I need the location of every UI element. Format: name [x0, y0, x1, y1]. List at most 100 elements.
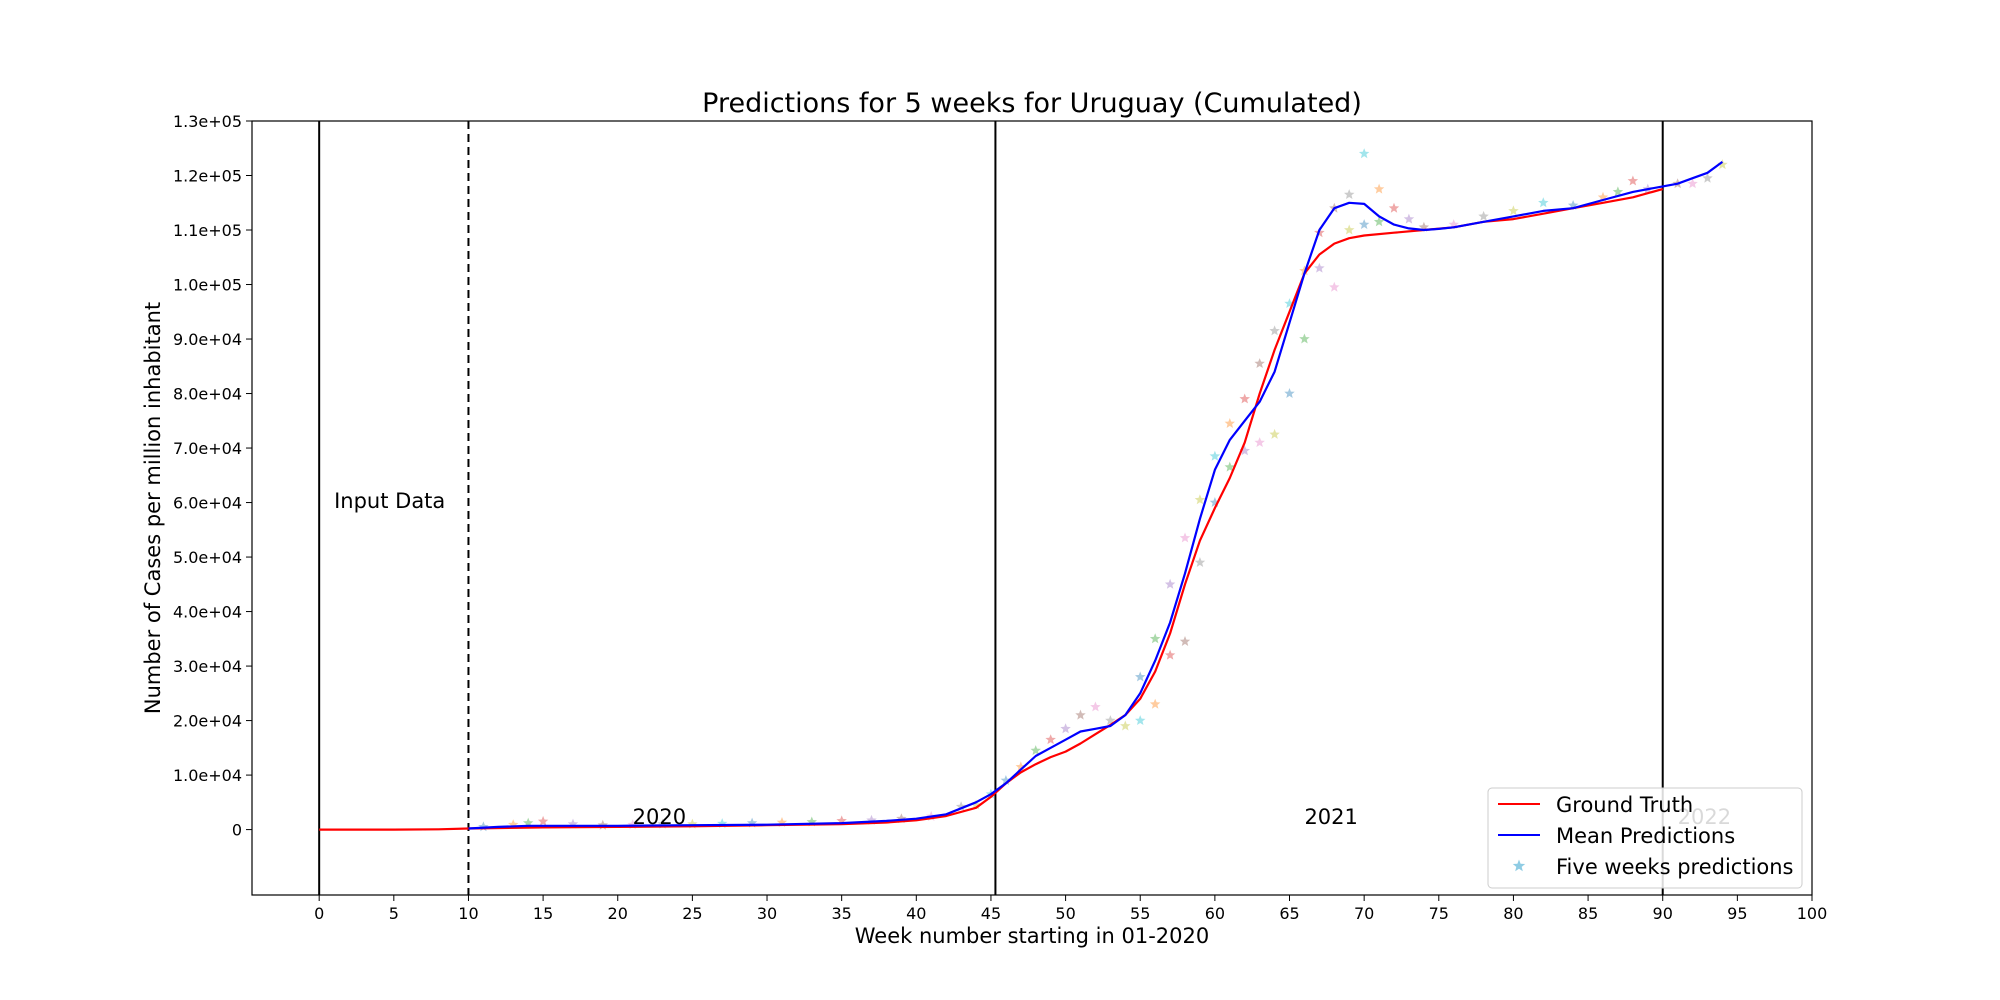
legend-box	[1487, 787, 1803, 889]
x-tick-label: 40	[906, 904, 926, 923]
prediction-star	[1164, 649, 1176, 660]
legend-label-mean-predictions: Mean Predictions	[1556, 824, 1735, 848]
x-tick-label: 30	[757, 904, 777, 923]
prediction-star	[1179, 532, 1191, 543]
prediction-star	[1254, 358, 1265, 368]
prediction-star	[1284, 298, 1295, 308]
x-tick-label: 15	[533, 904, 553, 923]
x-tick-label: 55	[1130, 904, 1150, 923]
y-tick-label: 3.0e+04	[173, 657, 242, 676]
prediction-star	[1314, 262, 1325, 273]
prediction-star	[1344, 189, 1355, 199]
x-axis-label: Week number starting in 01-2020	[855, 924, 1209, 948]
prediction-star	[1373, 216, 1385, 227]
prediction-star	[836, 815, 847, 826]
prediction-star	[1149, 633, 1161, 644]
y-tick-label: 0	[232, 821, 242, 840]
x-tick-label: 90	[1653, 904, 1673, 923]
y-tick-label: 8.0e+04	[173, 385, 242, 404]
prediction-star	[955, 801, 967, 812]
prediction-star	[1224, 418, 1235, 428]
legend-label-five-weeks: Five weeks predictions	[1556, 855, 1794, 879]
x-tick-label: 5	[389, 904, 399, 923]
prediction-star	[1015, 761, 1026, 772]
prediction-star	[508, 819, 519, 830]
prediction-star	[1239, 445, 1250, 456]
prediction-star	[1135, 671, 1146, 682]
x-tick-label: 50	[1055, 904, 1075, 923]
prediction-star	[1612, 186, 1624, 197]
y-tick-label: 2.0e+04	[173, 712, 242, 731]
y-tick-label: 4.0e+04	[173, 603, 242, 622]
prediction-star	[1060, 723, 1071, 734]
prediction-star	[1508, 205, 1519, 216]
y-tick-label: 9.0e+04	[173, 330, 242, 349]
prediction-star	[1538, 197, 1549, 208]
chart-title: Predictions for 5 weeks for Uruguay (Cum…	[702, 88, 1362, 119]
y-tick-label: 5.0e+04	[173, 548, 242, 567]
prediction-star	[1209, 450, 1221, 461]
prediction-star	[1388, 202, 1400, 213]
prediction-star	[717, 818, 728, 828]
prediction-star	[1075, 709, 1086, 720]
x-tick-label: 0	[314, 904, 324, 923]
x-tick-label: 60	[1205, 904, 1225, 923]
x-tick-label: 100	[1797, 904, 1828, 923]
prediction-star	[478, 821, 489, 832]
prediction-star	[1179, 636, 1191, 646]
y-tick-label: 1.0e+04	[173, 766, 242, 785]
annotation-input-data: Input Data	[334, 489, 445, 513]
series-line-mean-predictions	[468, 161, 1724, 830]
prediction-star	[1284, 388, 1295, 398]
y-axis-label: Number of Cases per million inhabitant	[141, 302, 165, 714]
prediction-star	[1567, 200, 1579, 210]
x-tick-label: 25	[682, 904, 702, 923]
prediction-star	[1149, 698, 1161, 709]
y-tick-label: 6.0e+04	[173, 494, 242, 513]
prediction-star	[806, 816, 817, 827]
y-tick-label: 7.0e+04	[173, 439, 242, 458]
prediction-star	[1358, 148, 1370, 159]
y-tick-label: 1.3e+05	[173, 112, 242, 131]
y-tick-label: 1.0e+05	[173, 276, 242, 295]
y-tick-label: 1.1e+05	[173, 221, 242, 240]
x-tick-label: 70	[1354, 904, 1374, 923]
prediction-star	[1090, 701, 1101, 712]
prediction-star	[1373, 183, 1385, 194]
plot-frame	[251, 120, 1813, 896]
prediction-star	[1030, 745, 1041, 755]
x-tick-label: 65	[1279, 904, 1299, 923]
annotation-2021: 2021	[1304, 805, 1357, 829]
prediction-star	[1627, 175, 1639, 186]
prediction-star	[1418, 221, 1430, 232]
y-tick-label: 1.2e+05	[173, 167, 242, 186]
prediction-star	[1403, 213, 1415, 224]
plot-content	[318, 121, 1728, 895]
prediction-star	[1254, 437, 1265, 447]
prediction-star	[1597, 191, 1609, 202]
prediction-star	[1120, 720, 1131, 731]
prediction-star	[1194, 494, 1206, 505]
prediction-star	[776, 817, 788, 827]
prediction-star	[1717, 159, 1728, 170]
prediction-star	[1045, 734, 1056, 745]
prediction-star	[1135, 715, 1146, 725]
prediction-star	[1164, 578, 1176, 589]
prediction-star	[1358, 219, 1370, 229]
prediction-star	[1269, 325, 1280, 336]
prediction-star	[1478, 210, 1489, 221]
x-tick-label: 80	[1503, 904, 1523, 923]
prediction-star	[1329, 281, 1340, 292]
prediction-star	[1239, 393, 1250, 404]
prediction-star	[1224, 461, 1235, 472]
x-axis: 0 5 10 15 20 25 30 35 40 45 50 55 60 65 70 75 80 85 90 95 10…	[314, 895, 1827, 923]
prediction-star	[537, 815, 549, 826]
prediction-star	[1687, 178, 1698, 189]
y-axis: 0 1.0e+04 2.0e+04 3.0e+04 4.0e+04 5.0e+04 6.0e…	[173, 112, 252, 840]
annotation-2020: 2020	[633, 805, 686, 829]
x-tick-label: 95	[1727, 904, 1747, 923]
x-tick-label: 20	[608, 904, 628, 923]
prediction-star	[1299, 333, 1310, 344]
x-tick-label: 35	[831, 904, 851, 923]
